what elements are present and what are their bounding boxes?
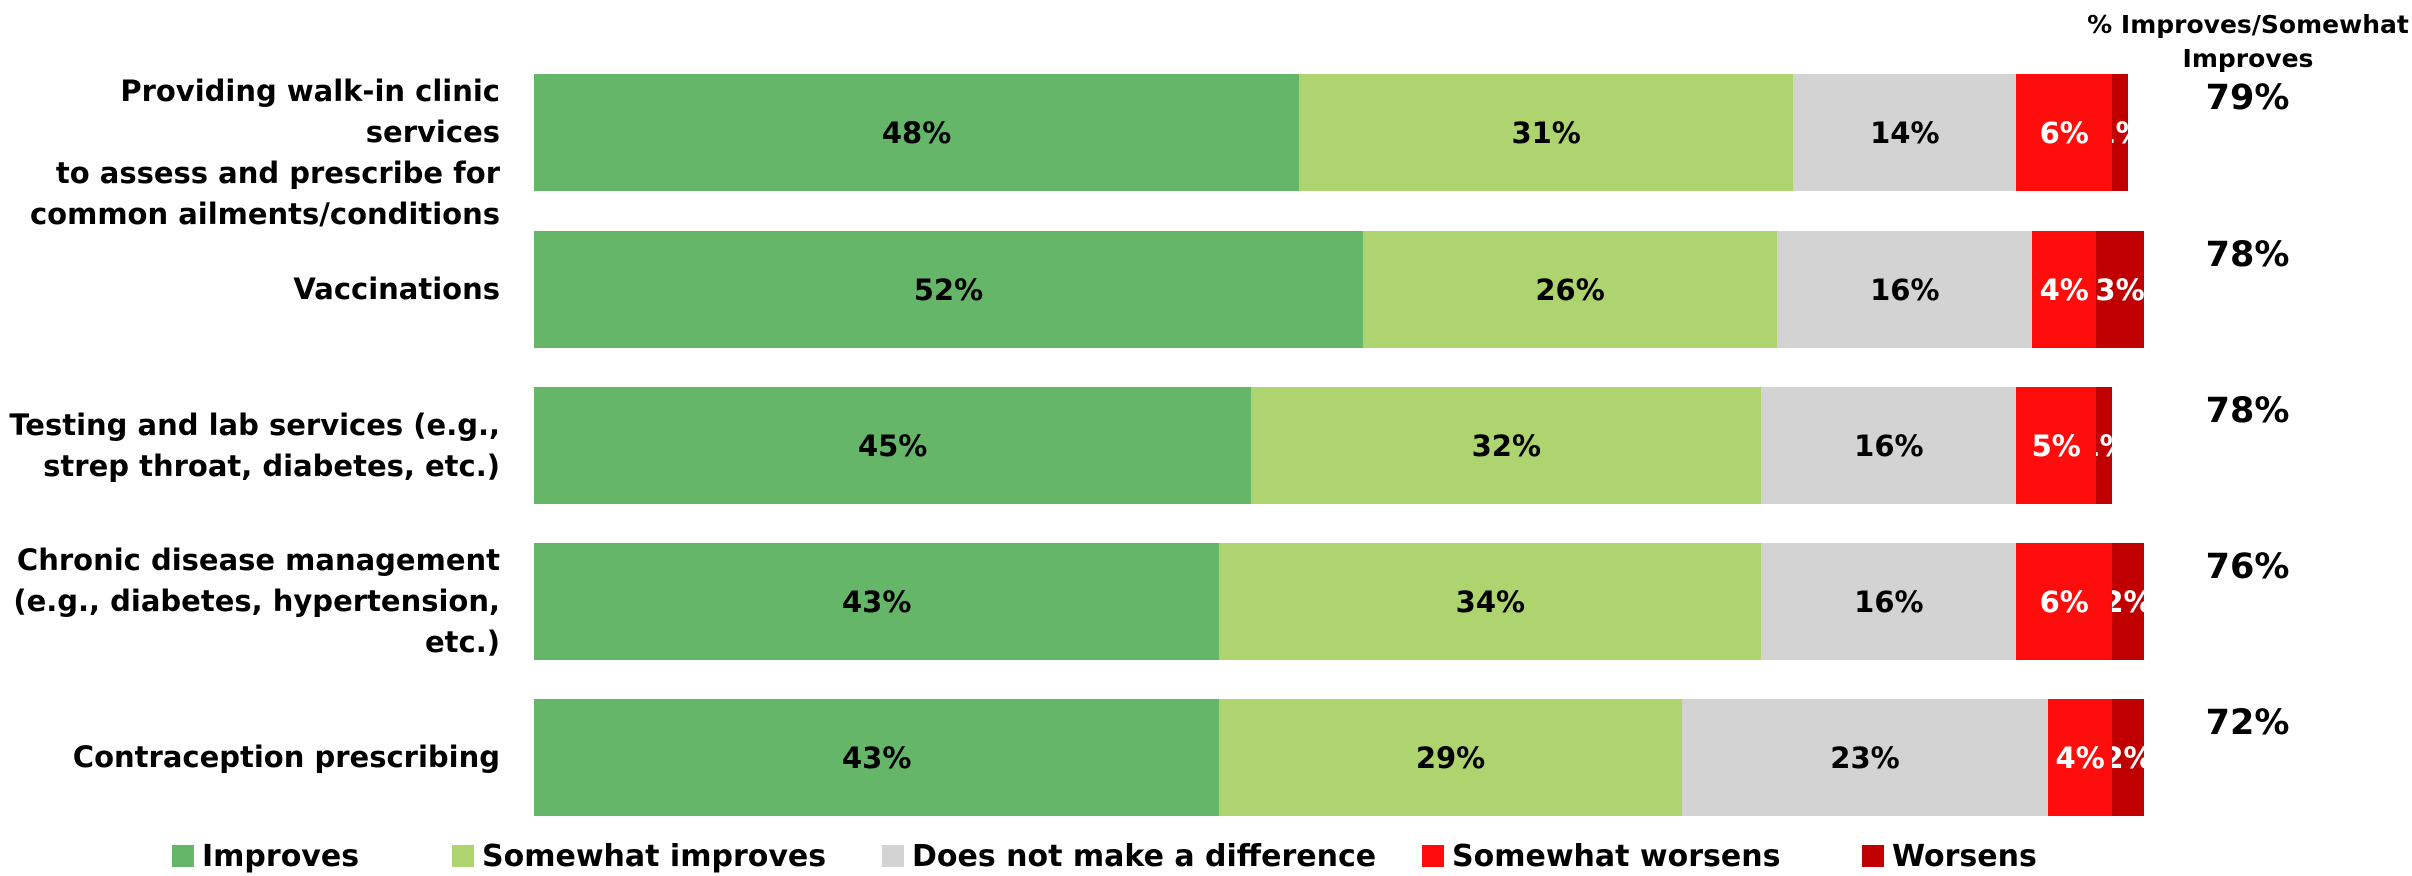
data-label: 16% xyxy=(1870,272,1940,307)
data-label: 16% xyxy=(1854,584,1924,619)
legend-item: Improves xyxy=(172,839,452,874)
bar-segment: 4% xyxy=(2048,699,2113,816)
legend-item: Does not make a difference xyxy=(882,839,1422,874)
bar-segment: 52% xyxy=(534,231,1363,348)
data-label: 16% xyxy=(1854,428,1924,463)
bar-segment: 1% xyxy=(2112,74,2128,191)
bar-segment: 32% xyxy=(1251,387,1762,504)
bar-segment: 1% xyxy=(2096,387,2113,504)
totals-header: % Improves/Somewhat Improves xyxy=(2058,8,2412,76)
bar-segment: 23% xyxy=(1681,699,2049,816)
bar-segment: 16% xyxy=(1777,231,2033,348)
category-label: Testing and lab services (e.g., strep thr… xyxy=(0,405,500,487)
bar-segment: 2% xyxy=(2112,543,2144,660)
legend-label: Improves xyxy=(202,838,360,874)
legend-item: Worsens xyxy=(1862,839,2062,874)
data-label: 1% xyxy=(2112,116,2128,150)
bar-segment: 5% xyxy=(2016,387,2097,504)
data-label: 3% xyxy=(2096,272,2144,307)
bar-segment: 48% xyxy=(534,74,1300,191)
data-label: 4% xyxy=(2039,272,2089,307)
data-label: 2% xyxy=(2112,740,2144,775)
data-label: 48% xyxy=(881,115,952,150)
bar-segment: 16% xyxy=(1761,543,2017,660)
data-label: 43% xyxy=(841,584,912,619)
bar-segment: 26% xyxy=(1362,231,1778,348)
bar-segment: 45% xyxy=(534,387,1252,504)
data-label: 1% xyxy=(2096,429,2112,463)
data-label: 32% xyxy=(1471,428,1542,463)
category-label-line: strep throat, diabetes, etc.) xyxy=(43,448,500,483)
total-label: 76% xyxy=(2205,547,2290,587)
data-label: 5% xyxy=(2031,428,2081,463)
legend-swatch xyxy=(1862,845,1884,867)
category-label-line: common ailments/conditions xyxy=(29,197,500,231)
total-label: 72% xyxy=(2205,703,2290,743)
legend-label: Somewhat worsens xyxy=(1452,838,1781,874)
category-label: Contraception prescribing xyxy=(0,737,500,778)
totals-header-line-1: % Improves/Somewhat xyxy=(2087,10,2409,39)
data-label: 4% xyxy=(2055,740,2105,775)
category-label-line: etc.) xyxy=(425,625,500,659)
data-label: 34% xyxy=(1455,584,1526,619)
category-label-line: Testing and lab services (e.g., xyxy=(9,407,500,442)
total-label: 78% xyxy=(2205,391,2290,431)
bar-segment: 2% xyxy=(2112,699,2144,816)
bar-segment: 6% xyxy=(2016,543,2113,660)
data-label: 6% xyxy=(2039,115,2089,150)
data-label: 23% xyxy=(1830,740,1900,775)
bar-segment: 34% xyxy=(1219,543,1762,660)
data-label: 26% xyxy=(1535,272,1605,307)
legend-swatch xyxy=(172,845,194,867)
category-label-line: Contraception prescribing xyxy=(72,740,500,774)
bar-segment: 6% xyxy=(2016,74,2113,191)
category-label-line: Providing walk-in clinic services xyxy=(120,74,500,149)
data-label: 43% xyxy=(841,740,912,775)
data-label: 52% xyxy=(913,272,984,307)
total-label: 78% xyxy=(2205,235,2290,275)
category-label: Vaccinations xyxy=(0,269,500,310)
bar-segment: 14% xyxy=(1793,74,2017,191)
legend-item: Somewhat improves xyxy=(452,839,882,874)
bar-segment: 29% xyxy=(1219,699,1682,816)
legend-item: Somewhat worsens xyxy=(1422,839,1862,874)
bar-segment: 31% xyxy=(1299,74,1794,191)
data-label: 45% xyxy=(857,428,928,463)
totals-header-line-2: Improves xyxy=(2182,44,2314,73)
bar-segment: 4% xyxy=(2032,231,2097,348)
legend: Improves Somewhat improves Does not make a… xyxy=(172,838,2062,874)
legend-swatch xyxy=(882,845,904,867)
total-label: 79% xyxy=(2205,78,2290,118)
legend-swatch xyxy=(1422,845,1444,867)
category-label-line: Chronic disease management xyxy=(16,543,500,577)
legend-label: Does not make a difference xyxy=(912,838,1377,874)
legend-label: Somewhat improves xyxy=(482,838,827,874)
category-label-line: (e.g., diabetes, hypertension, xyxy=(13,584,500,618)
bar-segment: 3% xyxy=(2096,231,2144,348)
category-label-line: Vaccinations xyxy=(293,272,500,306)
bar-segment: 43% xyxy=(534,699,1220,816)
data-label: 29% xyxy=(1415,740,1486,775)
category-label: Chronic disease management (e.g., diabete… xyxy=(0,540,500,663)
data-label: 14% xyxy=(1870,115,1940,150)
bar-segment: 16% xyxy=(1761,387,2017,504)
legend-label: Worsens xyxy=(1892,838,2037,874)
legend-swatch xyxy=(452,845,474,867)
data-label: 6% xyxy=(2039,584,2089,619)
category-label-line: to assess and prescribe for xyxy=(55,156,500,190)
data-label: 2% xyxy=(2112,584,2144,619)
category-label: Providing walk-in clinic services to asse… xyxy=(0,71,500,235)
data-label: 31% xyxy=(1511,115,1581,150)
bar-segment: 43% xyxy=(534,543,1220,660)
